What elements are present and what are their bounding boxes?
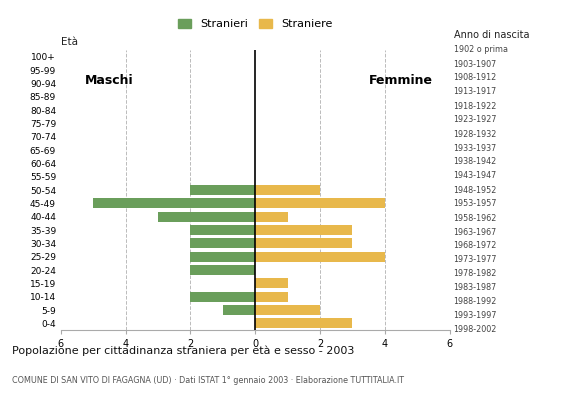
Text: Età: Età — [61, 37, 78, 47]
Bar — [190, 238, 255, 248]
Text: 1943-1947: 1943-1947 — [454, 172, 497, 180]
Text: 1903-1907: 1903-1907 — [454, 60, 497, 68]
Bar — [190, 265, 255, 275]
Bar — [255, 225, 353, 235]
Text: 1983-1987: 1983-1987 — [454, 284, 497, 292]
Text: 1908-1912: 1908-1912 — [454, 74, 497, 82]
Text: 1902 o prima: 1902 o prima — [454, 46, 508, 54]
Text: 1913-1917: 1913-1917 — [454, 88, 497, 96]
Bar — [255, 238, 353, 248]
Bar — [190, 252, 255, 262]
Bar — [190, 225, 255, 235]
Bar — [255, 292, 288, 302]
Text: 1998-2002: 1998-2002 — [454, 326, 497, 334]
Text: 1978-1982: 1978-1982 — [454, 270, 497, 278]
Text: COMUNE DI SAN VITO DI FAGAGNA (UD) · Dati ISTAT 1° gennaio 2003 · Elaborazione T: COMUNE DI SAN VITO DI FAGAGNA (UD) · Dat… — [12, 376, 404, 385]
Text: 1918-1922: 1918-1922 — [454, 102, 497, 110]
Text: Anno di nascita: Anno di nascita — [454, 30, 529, 40]
Text: 1953-1957: 1953-1957 — [454, 200, 497, 208]
Text: 1988-1992: 1988-1992 — [454, 298, 497, 306]
Text: 1948-1952: 1948-1952 — [454, 186, 497, 194]
Bar — [190, 292, 255, 302]
Bar — [255, 318, 353, 328]
Text: 1968-1972: 1968-1972 — [454, 242, 497, 250]
Bar — [223, 305, 255, 315]
Bar — [255, 305, 320, 315]
Text: Femmine: Femmine — [369, 74, 433, 87]
Bar — [158, 212, 255, 222]
Bar — [255, 185, 320, 195]
Bar — [255, 198, 385, 208]
Text: Maschi: Maschi — [85, 74, 134, 87]
Bar — [190, 185, 255, 195]
Text: 1923-1927: 1923-1927 — [454, 116, 497, 124]
Bar — [255, 252, 385, 262]
Text: Popolazione per cittadinanza straniera per età e sesso - 2003: Popolazione per cittadinanza straniera p… — [12, 346, 354, 356]
Text: 1993-1997: 1993-1997 — [454, 312, 497, 320]
Bar — [255, 212, 288, 222]
Text: 1938-1942: 1938-1942 — [454, 158, 497, 166]
Text: 1958-1962: 1958-1962 — [454, 214, 497, 222]
Text: 1933-1937: 1933-1937 — [454, 144, 497, 152]
Text: 1963-1967: 1963-1967 — [454, 228, 497, 236]
Bar — [255, 278, 288, 288]
Text: 1973-1977: 1973-1977 — [454, 256, 497, 264]
Legend: Stranieri, Straniere: Stranieri, Straniere — [178, 19, 332, 30]
Text: 1928-1932: 1928-1932 — [454, 130, 497, 138]
Bar — [93, 198, 255, 208]
